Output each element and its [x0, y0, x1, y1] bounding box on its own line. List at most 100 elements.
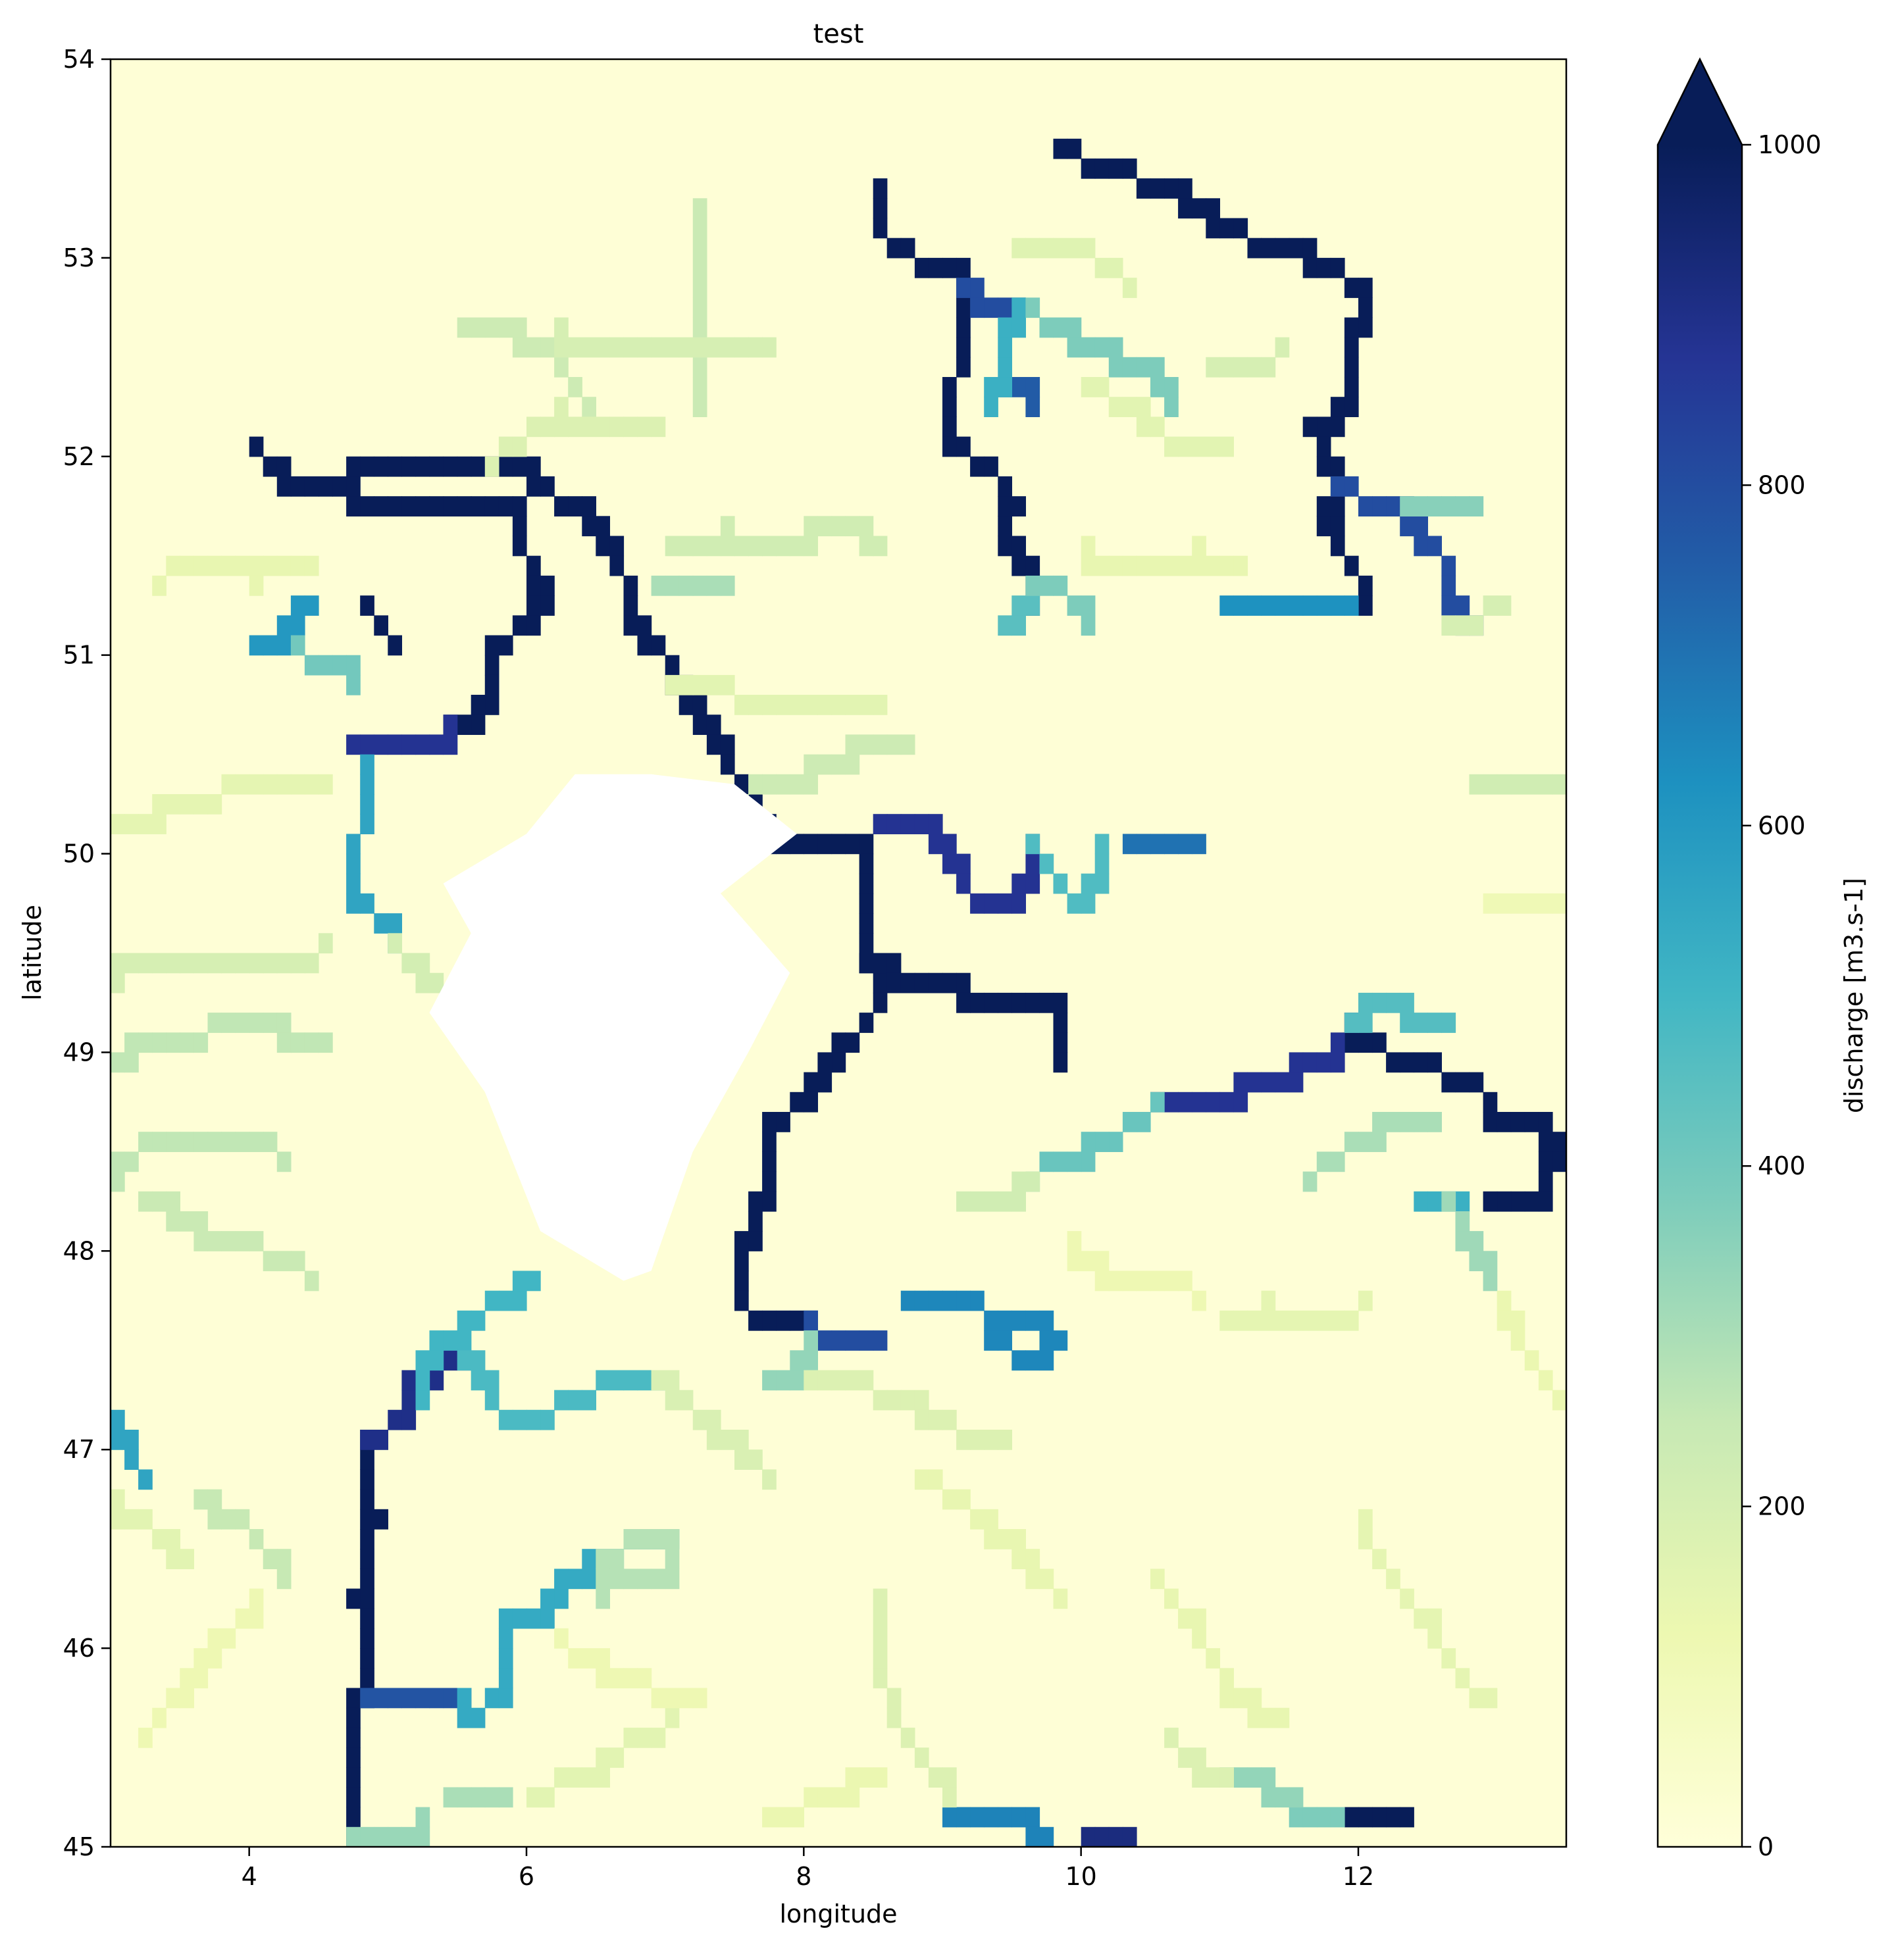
river-cell	[1427, 1628, 1442, 1649]
river-cell	[706, 575, 721, 596]
river-cell	[346, 1826, 361, 1847]
river-cell	[651, 575, 666, 596]
river-cell	[1372, 1549, 1387, 1569]
river-cell	[319, 1032, 333, 1053]
river-cell	[457, 715, 472, 735]
river-cell	[928, 972, 943, 993]
river-cell	[443, 456, 458, 477]
river-66	[873, 1588, 957, 1808]
river-cell	[1053, 1330, 1068, 1351]
river-cell	[956, 1489, 971, 1510]
river-cell	[1067, 238, 1082, 259]
colorbar-label: discharge [m3.s-1]	[1839, 878, 1868, 1113]
river-cell	[1178, 1092, 1192, 1113]
river-cell	[651, 635, 666, 656]
river-cell	[1400, 1052, 1414, 1073]
river-cell	[276, 1569, 292, 1590]
river-cell	[1441, 1191, 1456, 1212]
river-cell	[498, 635, 513, 656]
river-cell	[429, 1688, 444, 1709]
river-cell	[1455, 1668, 1470, 1689]
river-cell	[276, 615, 292, 636]
river-cell	[1233, 1688, 1248, 1709]
river-cell	[1344, 377, 1359, 397]
river-cell	[998, 297, 1012, 318]
river-cell	[692, 695, 707, 715]
river-43	[1441, 1191, 1498, 1292]
river-cell	[1330, 416, 1345, 438]
river-cell	[1427, 1052, 1442, 1073]
river-cell	[138, 1509, 153, 1530]
river-cell	[720, 674, 735, 695]
river-cell	[180, 555, 194, 576]
river-cell	[1094, 377, 1110, 397]
river-cell	[859, 734, 874, 755]
river-cell	[1053, 317, 1068, 338]
river-cell	[582, 1767, 596, 1788]
river-cell	[235, 1013, 250, 1033]
river-cell	[873, 1588, 888, 1609]
river-cell	[1053, 992, 1068, 1013]
river-cell	[1094, 853, 1110, 874]
river-cell	[457, 1688, 472, 1709]
river-cell	[804, 695, 818, 715]
river-cell	[1025, 1826, 1040, 1847]
colorbar-tick-label: 600	[1758, 811, 1806, 840]
river-cell	[111, 814, 125, 834]
river-cell	[998, 893, 1012, 914]
river-cell	[692, 198, 707, 219]
river-cell	[706, 337, 721, 358]
river-cell	[152, 1707, 166, 1728]
river-cell	[804, 1072, 818, 1093]
river-cell	[374, 1826, 388, 1847]
river-cell	[415, 1370, 430, 1391]
river-cell	[1039, 1826, 1054, 1847]
river-cell	[1206, 1767, 1220, 1788]
river-cell	[1358, 1290, 1373, 1311]
river-cell	[1358, 278, 1373, 298]
river-cell	[1247, 357, 1262, 378]
river-cell	[970, 1191, 985, 1212]
river-cell	[956, 1290, 971, 1311]
river-cell	[970, 1807, 985, 1828]
river-cell	[1441, 595, 1456, 616]
river-cell	[360, 1489, 374, 1510]
river-cell	[942, 1290, 957, 1311]
river-cell	[1136, 178, 1151, 199]
river-cell	[498, 1648, 513, 1669]
river-cell	[1192, 1628, 1206, 1649]
river-cell	[956, 278, 971, 298]
river-cell	[859, 834, 874, 855]
river-cell	[111, 972, 125, 993]
river-60	[111, 933, 333, 993]
river-cell	[1219, 1092, 1234, 1113]
river-cell	[498, 1409, 513, 1430]
colorbar-outline	[1656, 57, 1743, 1848]
river-cell	[554, 317, 569, 338]
river-cell	[734, 695, 749, 715]
river-cell	[1441, 1013, 1456, 1033]
river-cell	[360, 1529, 374, 1549]
y-tick-label: 50	[63, 840, 95, 868]
river-cell	[235, 774, 250, 795]
river-cell	[1261, 1767, 1276, 1788]
river-cell	[998, 1529, 1012, 1549]
river-cell	[609, 1668, 625, 1689]
river-cell	[443, 715, 458, 735]
river-cell	[873, 972, 888, 993]
colorbar-tick-label: 800	[1758, 470, 1806, 499]
river-cell	[290, 774, 305, 795]
river-cell	[1011, 1549, 1026, 1569]
river-cell	[1358, 1529, 1373, 1549]
river-cell	[1483, 1112, 1498, 1132]
river-cell	[1414, 1112, 1428, 1132]
river-cell	[1469, 774, 1484, 795]
river-cell	[1469, 496, 1484, 516]
river-32	[1344, 992, 1456, 1033]
river-cell	[1538, 1151, 1553, 1172]
river-cell	[1330, 476, 1345, 497]
river-cell	[831, 1052, 846, 1073]
river-cell	[623, 1668, 638, 1689]
river-cell	[1261, 357, 1276, 378]
river-cell	[1178, 198, 1192, 219]
